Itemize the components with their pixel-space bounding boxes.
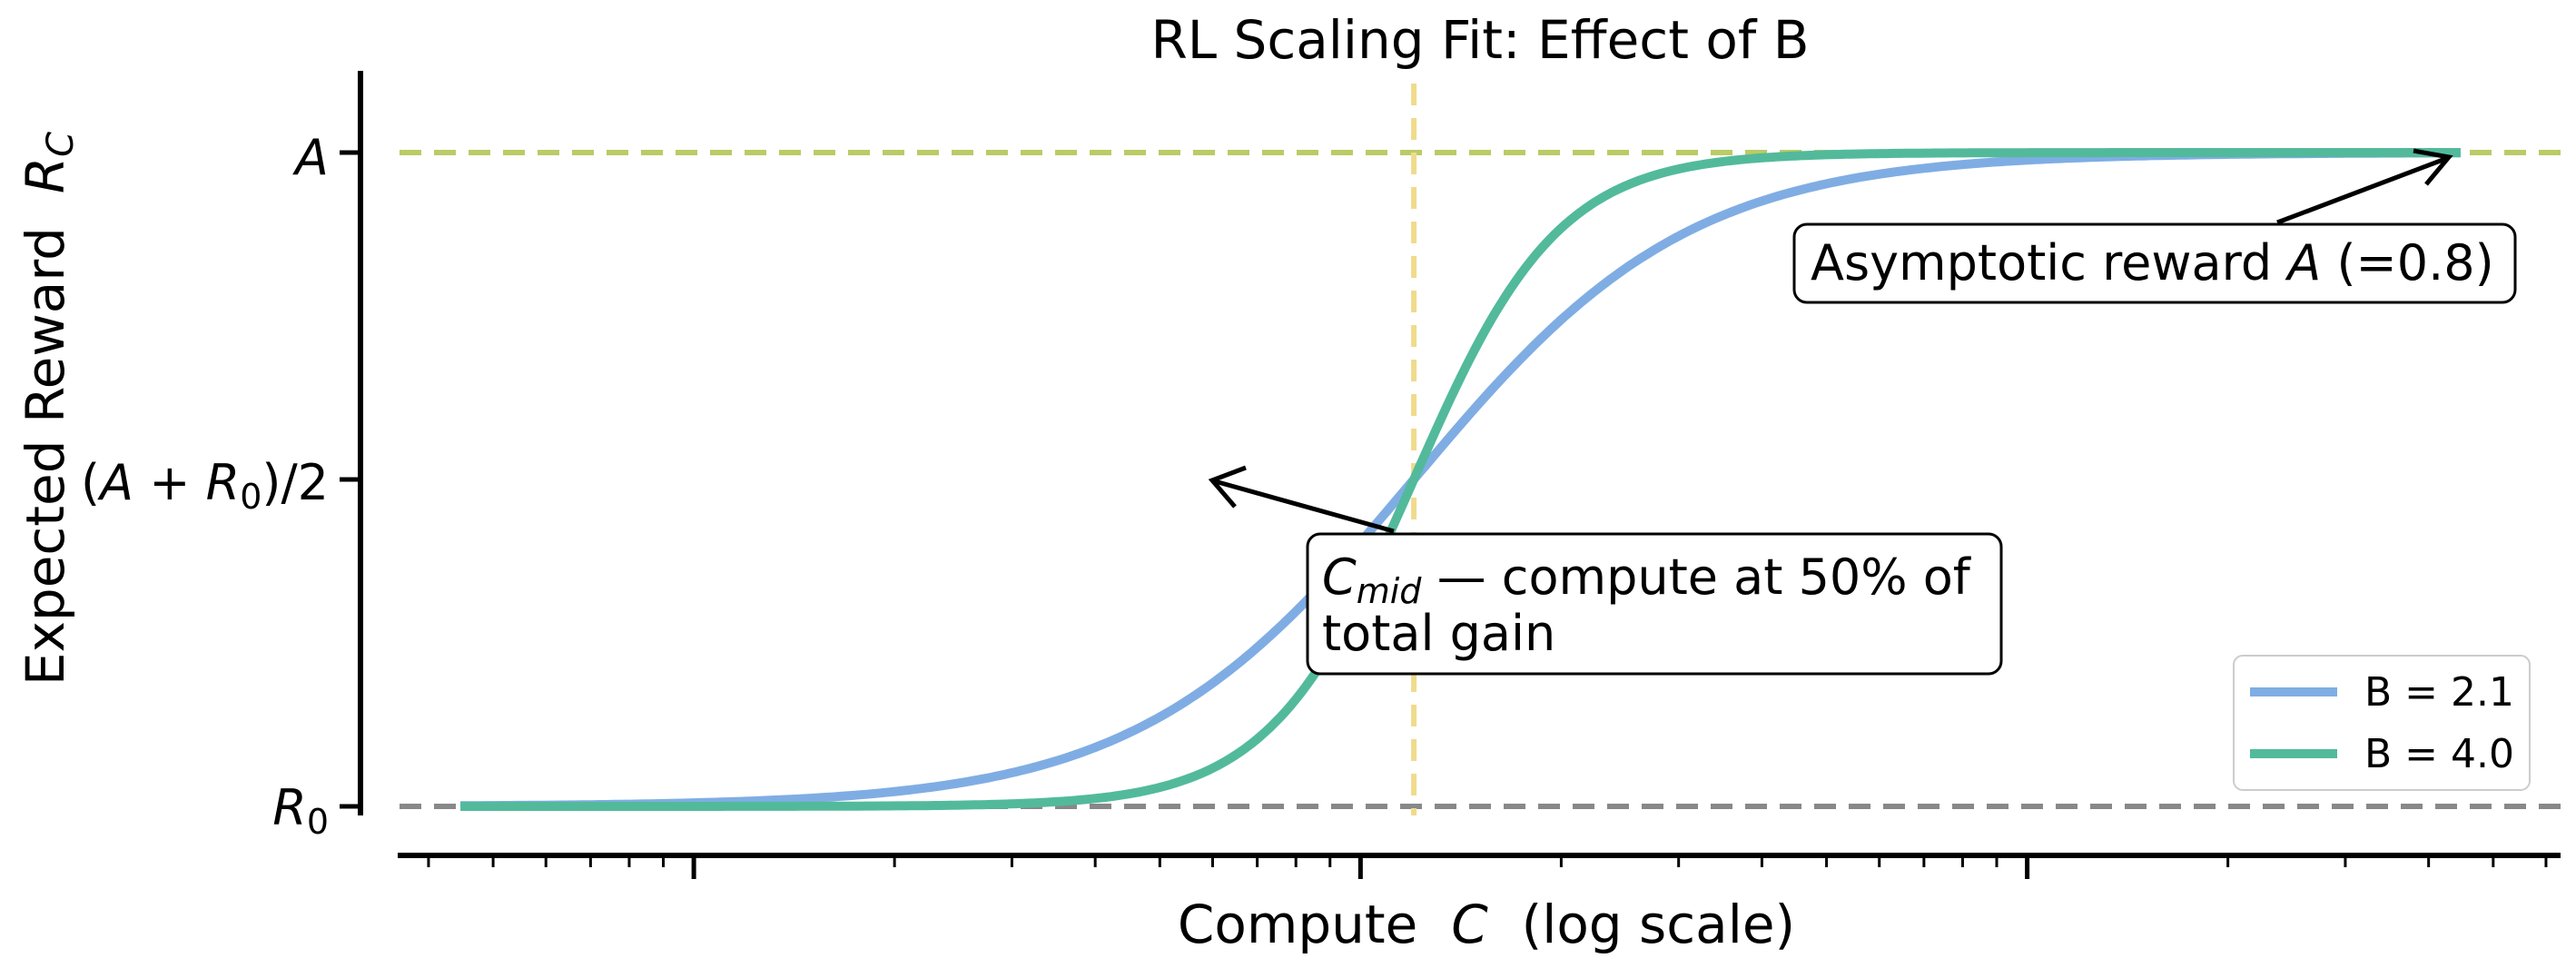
annotation-asymptote-text: Asymptotic reward A (=0.8) [1811, 234, 2494, 291]
annotation-asymptote-arrow [2276, 156, 2446, 225]
annotation-cmid-text-line2: total gain [1322, 605, 1555, 662]
x-axis-label: Compute C (log scale) [1178, 894, 1795, 955]
annotation-cmid-arrowhead [1208, 465, 1247, 509]
y-tick-label-r0: R0 [272, 779, 329, 842]
legend-label-b40: B = 4.0 [2364, 731, 2514, 777]
annotation-cmid-box [1306, 532, 2003, 676]
legend-label-b21: B = 2.1 [2364, 669, 2514, 716]
y-axis-ticks [340, 150, 360, 809]
annotation-asymptote-arrowhead [2413, 148, 2453, 186]
series-lines [460, 148, 2461, 811]
y-axis-label: Expected Reward RC [15, 132, 82, 686]
annotation-cmid-arrow [1214, 479, 1395, 534]
annotation-asymptote-box [1792, 222, 2517, 304]
x-axis-ticks [427, 855, 2548, 879]
y-tick-label-a: A [292, 129, 329, 186]
legend: B = 2.1 B = 4.0 [2233, 655, 2531, 791]
y-tick-label-mid: (A + R0)/2 [81, 454, 329, 517]
chart-title: RL Scaling Fit: Effect of B [1151, 9, 1810, 71]
series-line-b4 [460, 148, 2461, 811]
annotation-cmid: Cmid — compute at 50% of total gain [1208, 465, 2003, 676]
annotation-cmid-text-line1: Cmid — compute at 50% of [1322, 548, 1972, 611]
annotation-asymptote: Asymptotic reward A (=0.8) [1792, 148, 2517, 304]
